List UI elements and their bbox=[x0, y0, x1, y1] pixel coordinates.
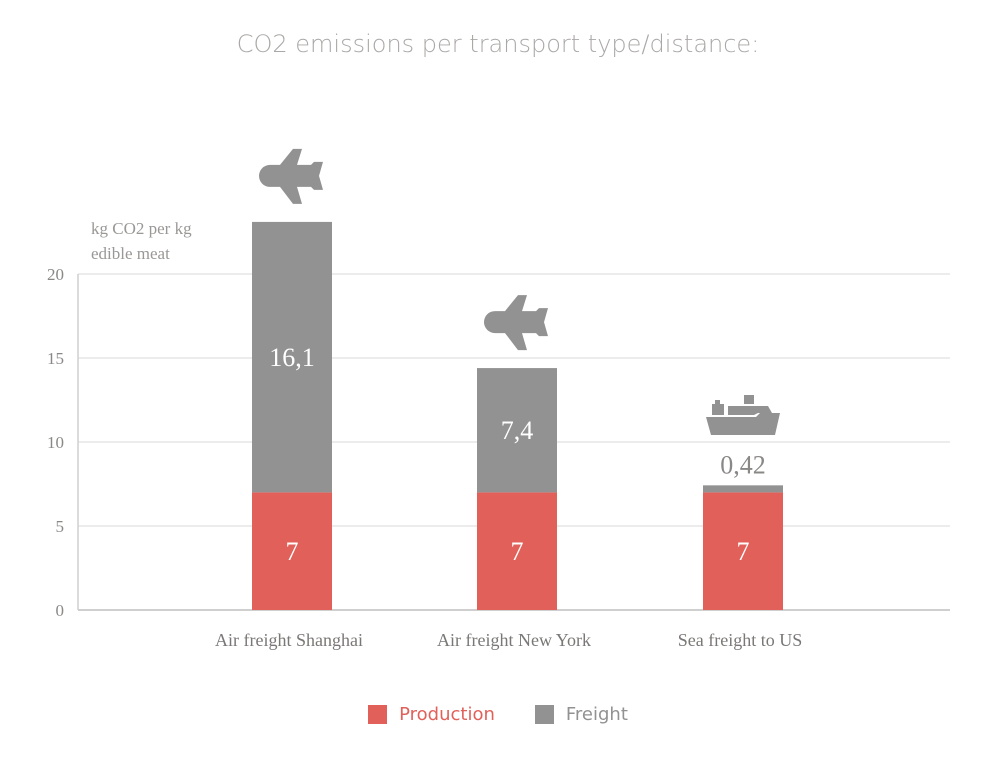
legend-label-production: Production bbox=[399, 704, 495, 725]
bar-production bbox=[703, 492, 783, 610]
y-tick-label: 15 bbox=[47, 349, 64, 368]
y-tick-label: 10 bbox=[47, 433, 64, 452]
bar-freight bbox=[477, 368, 557, 493]
x-tick-label: Air freight New York bbox=[437, 630, 591, 650]
legend-item-freight: Freight bbox=[534, 704, 628, 725]
airplane-icon bbox=[259, 148, 323, 204]
y-axis-label-line1: kg CO2 per kg bbox=[91, 219, 192, 238]
legend-item-production: Production bbox=[368, 704, 495, 725]
y-tick-label: 5 bbox=[56, 517, 65, 536]
bar-freight bbox=[703, 485, 783, 493]
bar-production bbox=[252, 492, 332, 610]
data-label: 0,42 bbox=[720, 450, 766, 479]
legend-label-freight: Freight bbox=[565, 704, 628, 725]
x-tick-label: Air freight Shanghai bbox=[215, 630, 363, 650]
data-label: 7,4 bbox=[501, 416, 534, 445]
chart-title: CO2 emissions per transport type/distanc… bbox=[236, 30, 760, 58]
y-axis-label-line2: edible meat bbox=[91, 244, 170, 263]
legend: Production Freight bbox=[0, 704, 996, 725]
legend-swatch-freight bbox=[534, 705, 554, 724]
ship-icon bbox=[706, 395, 780, 435]
bar-freight bbox=[252, 221, 332, 493]
x-tick-label: Sea freight to US bbox=[678, 630, 802, 650]
legend-swatch-production bbox=[368, 705, 388, 724]
data-label: 7 bbox=[737, 537, 750, 566]
y-tick-label: 0 bbox=[56, 601, 65, 620]
bar-production bbox=[477, 492, 557, 610]
airplane-icon bbox=[484, 295, 548, 351]
data-label: 7 bbox=[286, 537, 299, 566]
data-label: 16,1 bbox=[269, 343, 315, 372]
data-label: 7 bbox=[511, 537, 524, 566]
y-tick-label: 20 bbox=[47, 265, 64, 284]
